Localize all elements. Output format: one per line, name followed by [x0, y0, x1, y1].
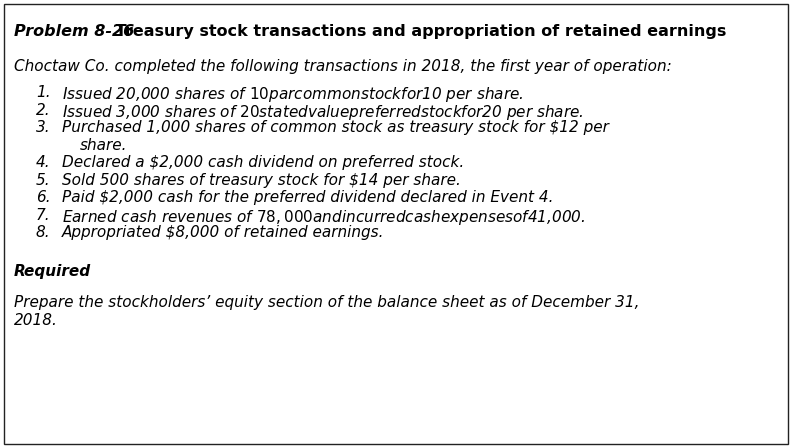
- Text: Paid $2,000 cash for the preferred dividend declared in Event 4.: Paid $2,000 cash for the preferred divid…: [62, 190, 554, 205]
- Text: Declared a $2,000 cash dividend on preferred stock.: Declared a $2,000 cash dividend on prefe…: [62, 155, 464, 170]
- Text: 2018.: 2018.: [14, 313, 58, 328]
- Text: 2.: 2.: [36, 103, 51, 118]
- Text: 4.: 4.: [36, 155, 51, 170]
- Text: 6.: 6.: [36, 190, 51, 205]
- Text: Earned cash revenues of $78,000 and incurred cash expenses of $41,000.: Earned cash revenues of $78,000 and incu…: [62, 208, 585, 227]
- Text: Choctaw Co. completed the following transactions in 2018, the first year of oper: Choctaw Co. completed the following tran…: [14, 59, 672, 74]
- Text: Purchased 1,000 shares of common stock as treasury stock for $12 per: Purchased 1,000 shares of common stock a…: [62, 120, 609, 135]
- Text: Sold 500 shares of treasury stock for $14 per share.: Sold 500 shares of treasury stock for $1…: [62, 173, 461, 188]
- Text: 8.: 8.: [36, 225, 51, 240]
- Text: 5.: 5.: [36, 173, 51, 188]
- Text: Treasury stock transactions and appropriation of retained earnings: Treasury stock transactions and appropri…: [110, 24, 726, 39]
- Text: 1.: 1.: [36, 85, 51, 100]
- Text: Problem 8-26: Problem 8-26: [14, 24, 135, 39]
- Text: Issued 3,000 shares of $20 stated value preferred stock for $20 per share.: Issued 3,000 shares of $20 stated value …: [62, 103, 584, 122]
- Text: Appropriated $8,000 of retained earnings.: Appropriated $8,000 of retained earnings…: [62, 225, 384, 240]
- Text: 7.: 7.: [36, 208, 51, 223]
- Text: Issued 20,000 shares of $10 par common stock for $10 per share.: Issued 20,000 shares of $10 par common s…: [62, 85, 524, 104]
- Text: Prepare the stockholders’ equity section of the balance sheet as of December 31,: Prepare the stockholders’ equity section…: [14, 295, 639, 310]
- Text: Required: Required: [14, 264, 91, 279]
- Text: share.: share.: [80, 138, 128, 153]
- Text: 3.: 3.: [36, 120, 51, 135]
